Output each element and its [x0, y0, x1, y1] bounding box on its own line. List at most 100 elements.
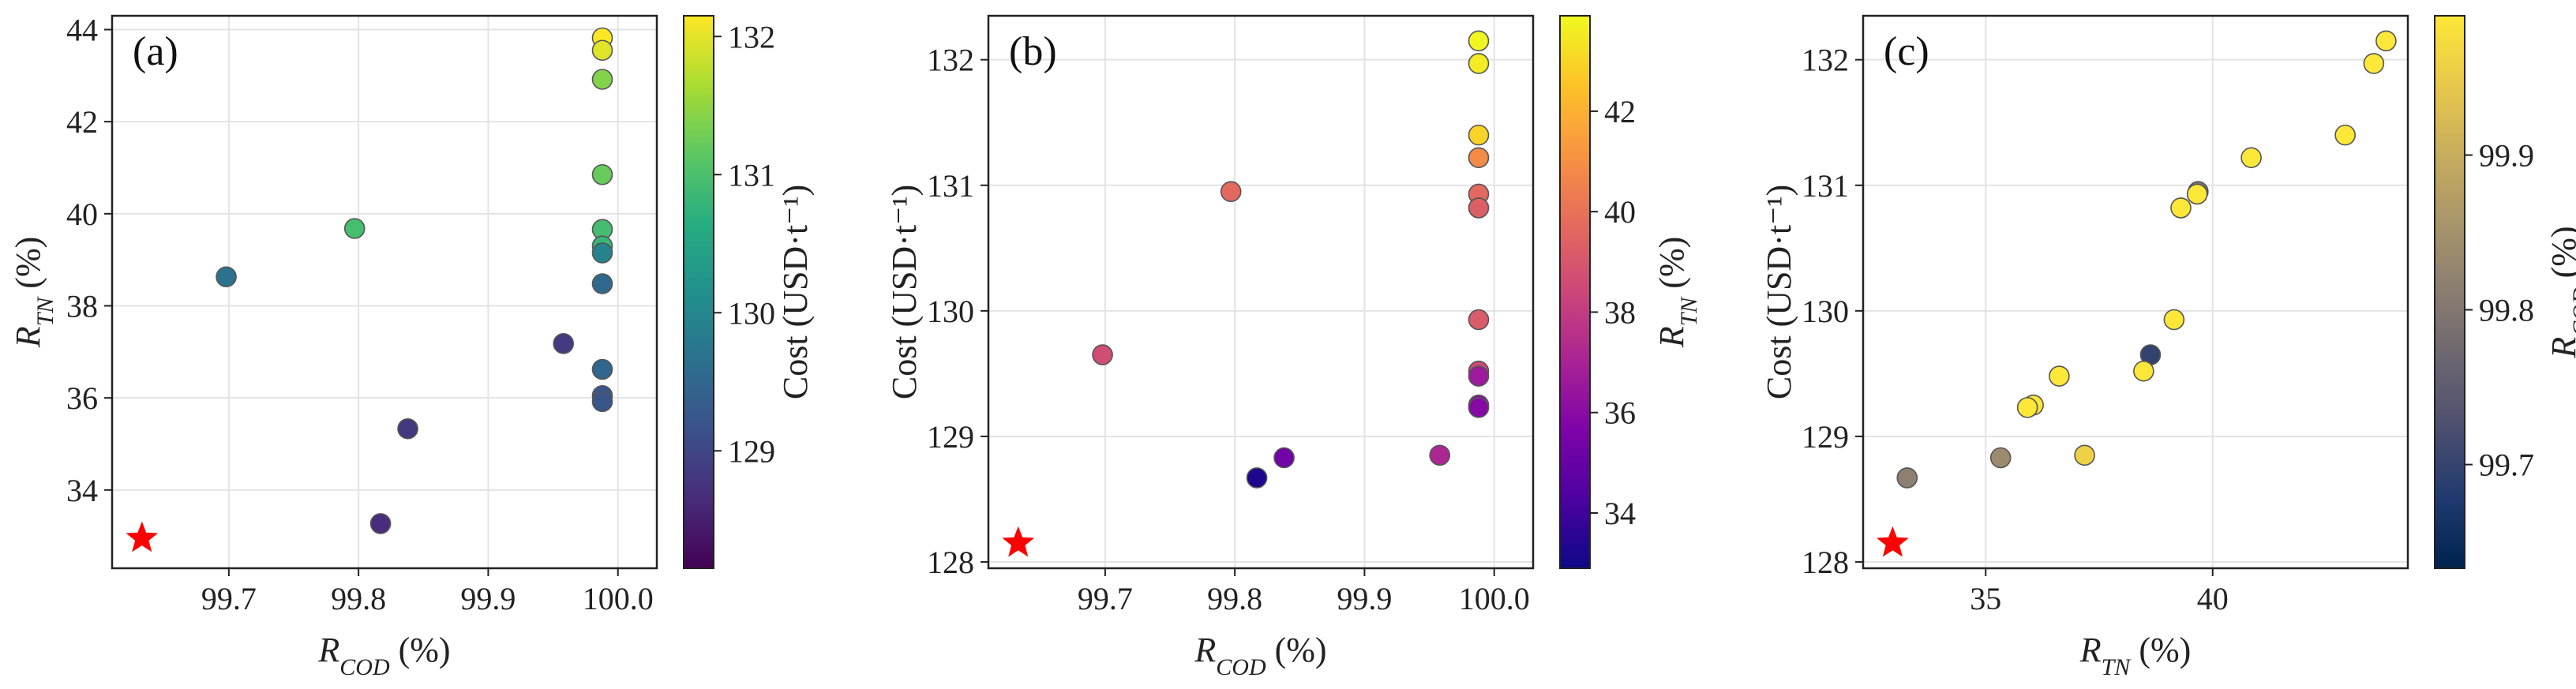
colorbar: 34 36 38 40 42 RTN (%) — [1559, 15, 1702, 569]
scatter-point — [1092, 344, 1113, 365]
y-tick-label: 128 — [1802, 545, 1849, 580]
label-main: R — [2544, 337, 2576, 359]
y-tick-label: 36 — [66, 380, 98, 416]
scatter-point — [2049, 365, 2070, 387]
scatter-point — [2186, 183, 2208, 205]
label-subscript: TN — [32, 296, 58, 327]
y-tick-label: 42 — [66, 104, 98, 140]
label-unit: (%) — [390, 631, 451, 669]
plot-frame — [987, 14, 1535, 570]
y-tick-label: 34 — [66, 473, 98, 508]
label-unit: (%) — [1266, 631, 1327, 669]
scatter-point — [1896, 467, 1918, 489]
colorbar-label: RCOD (%) — [2544, 226, 2576, 358]
colorbar-tick-label: 36 — [1604, 395, 1636, 431]
scatter-point — [1468, 365, 1490, 387]
label-unit: (%) — [2544, 226, 2576, 286]
colorbar-tick-label: 99.7 — [2479, 447, 2534, 483]
scatter-point — [1468, 124, 1490, 146]
scatter-point — [2170, 197, 2192, 219]
colorbar-tick-label: 34 — [1604, 496, 1636, 531]
scatter-point — [2074, 444, 2095, 466]
label-unit: (%) — [9, 237, 47, 298]
x-tick-label: 99.7 — [201, 581, 257, 616]
scatter-point — [1468, 197, 1490, 219]
scatter-point — [1468, 30, 1490, 52]
y-tick-label: 38 — [66, 289, 98, 324]
colorbar-label: RTN (%) — [1652, 237, 1702, 349]
y-axis-label: RTN (%) — [9, 237, 58, 349]
reference-star-marker — [126, 521, 159, 552]
scatter-point — [1468, 53, 1490, 74]
y-axis-label: Cost (USD·t⁻¹) — [885, 185, 924, 399]
y-tick-label: 130 — [1802, 294, 1849, 329]
y-tick-label: 128 — [927, 545, 974, 580]
label-subscript: COD — [1216, 654, 1266, 680]
colorbar-tick-label: 130 — [728, 295, 775, 331]
scatter-point — [2016, 397, 2038, 418]
colorbar-tick-label: 38 — [1604, 294, 1636, 330]
y-tick-label: 129 — [1802, 419, 1849, 455]
x-tick-label: 40 — [2197, 581, 2229, 616]
label-subscript: COD — [339, 654, 390, 680]
x-axis-label: RTN (%) — [2079, 631, 2192, 680]
x-tick-label: 100.0 — [1459, 581, 1530, 616]
colorbar-tick-label: 99.8 — [2479, 293, 2534, 328]
panel-label: (a) — [133, 29, 178, 74]
label-subscript: TN — [1676, 296, 1702, 327]
label-main: Cost (USD·t⁻¹) — [885, 185, 924, 399]
label-main: R — [2079, 631, 2102, 669]
label-main: R — [317, 631, 339, 669]
x-tick-label: 35 — [1970, 581, 2001, 616]
plot-area — [1863, 16, 2408, 568]
y-tick-label: 129 — [927, 419, 974, 455]
y-axis-label: Cost (USD·t⁻¹) — [1760, 185, 1798, 399]
label-main: Cost (USD·t⁻¹) — [1760, 185, 1798, 399]
scatter-point — [591, 358, 613, 380]
colorbar-gradient — [2434, 15, 2465, 569]
label-unit: (%) — [2130, 631, 2191, 669]
reference-star-marker — [1877, 526, 1909, 557]
y-tick-label: 130 — [927, 294, 974, 329]
plot-area — [112, 16, 657, 568]
colorbar-tick-label: 40 — [1604, 194, 1636, 230]
scatter-point — [1468, 309, 1490, 331]
scatter-point — [591, 391, 613, 413]
colorbar-tick-label: 99.9 — [2479, 137, 2534, 173]
scatter-point — [1273, 447, 1295, 469]
scatter-point — [591, 39, 613, 62]
label-subscript: TN — [2102, 654, 2132, 680]
x-axis-label: RCOD (%) — [1194, 631, 1326, 680]
colorbar-tick-label: 132 — [728, 19, 775, 54]
label-subscript: COD — [2568, 286, 2576, 337]
colorbar-tick-label: 129 — [728, 433, 775, 469]
scatter-point — [1220, 181, 1242, 203]
colorbar: 129 130 131 132 Cost (USD·t⁻¹) — [683, 15, 815, 569]
x-tick-label: 99.7 — [1078, 581, 1133, 616]
panel-label: (c) — [1884, 29, 1929, 74]
label-main: R — [1652, 326, 1691, 348]
plot-frame — [1862, 14, 2409, 570]
scatter-point — [369, 513, 392, 534]
x-axis-label: RCOD (%) — [317, 631, 450, 680]
scatter-point — [2334, 124, 2356, 146]
scatter-point — [2240, 147, 2262, 169]
x-tick-label: 100.0 — [583, 581, 654, 616]
y-tick-label: 132 — [927, 43, 974, 78]
y-tick-label: 40 — [66, 197, 98, 232]
plot-frame — [111, 14, 658, 570]
scatter-point — [553, 333, 575, 354]
scatter-point — [397, 418, 418, 440]
y-tick-label: 44 — [66, 13, 98, 48]
x-tick-label: 99.9 — [1337, 581, 1392, 616]
x-tick-label: 99.8 — [1207, 581, 1262, 616]
x-tick-label: 99.8 — [331, 581, 386, 616]
colorbar-tick-label: 42 — [1604, 94, 1636, 129]
scatter-point — [1468, 147, 1490, 169]
scatter-point — [1429, 444, 1451, 466]
label-main: R — [1194, 631, 1216, 669]
scatter-point — [591, 242, 613, 264]
scatter-point — [216, 266, 237, 288]
